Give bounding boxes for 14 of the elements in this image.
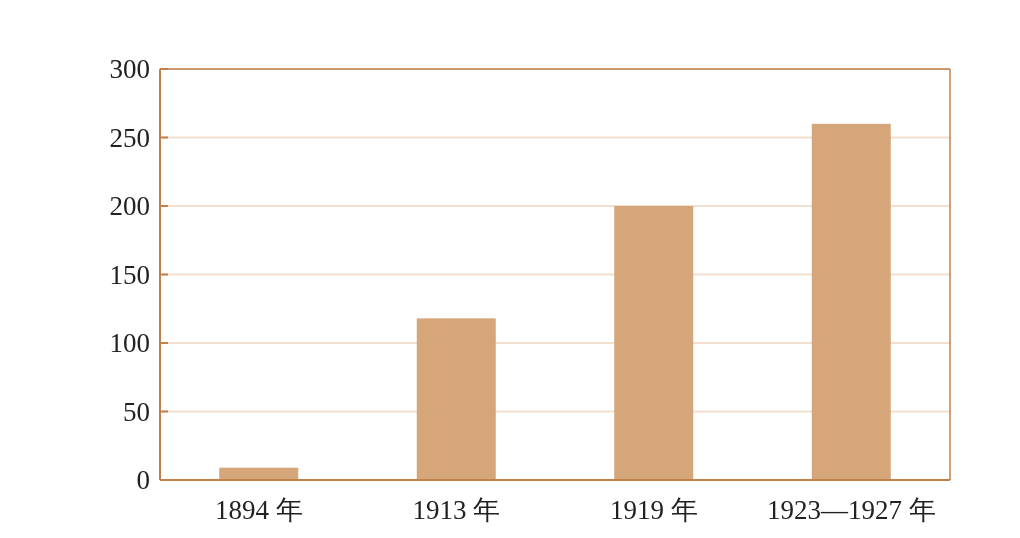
bar [416,318,496,480]
y-tick-label: 200 [109,191,150,221]
x-tick-label: 1894 年 [214,495,303,525]
y-tick-label: 150 [109,259,150,290]
y-tick-label: 0 [136,465,150,495]
y-tick-label: 100 [109,328,150,358]
x-tick-label: 1919 年 [609,495,698,525]
y-tick-label: 50 [123,396,150,427]
bar [811,123,891,480]
y-tick-label: 250 [109,122,150,153]
x-tick-label: 1923—1927 年 [766,495,936,525]
bar [614,206,694,480]
x-tick-label: 1913 年 [412,495,501,525]
y-tick-label: 300 [109,54,150,84]
